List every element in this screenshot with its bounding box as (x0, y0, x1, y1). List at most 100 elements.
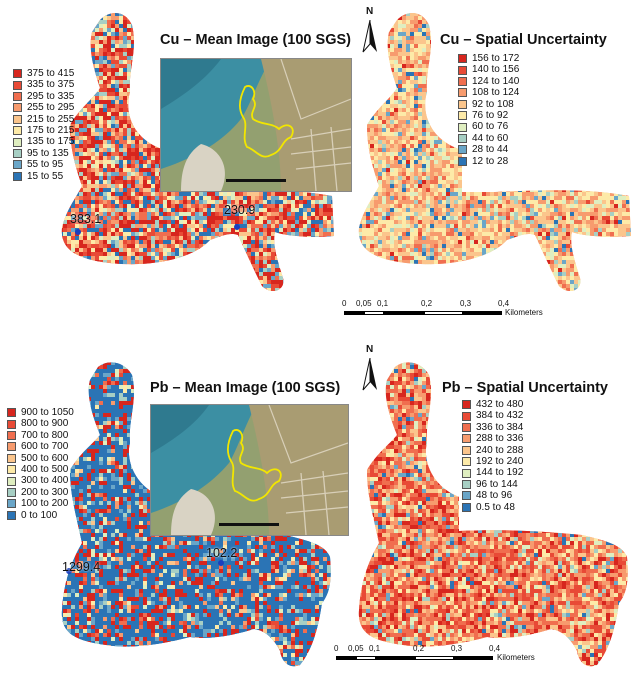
legend-label: 192 to 240 (476, 456, 523, 467)
satellite-image (161, 59, 351, 191)
pb-unc-title: Pb – Spatial Uncertainty (442, 380, 608, 396)
legend-swatch (7, 477, 16, 486)
legend-swatch (458, 145, 467, 154)
legend-label: 384 to 432 (476, 410, 523, 421)
legend-label: 48 to 96 (476, 490, 512, 501)
legend-label: 44 to 60 (472, 133, 508, 144)
legend-swatch (7, 499, 16, 508)
legend-item: 400 to 500 (7, 464, 74, 475)
legend-item: 432 to 480 (462, 399, 523, 410)
scale-tick: 0,3 (460, 299, 471, 308)
scale-tick: 0 (342, 299, 346, 308)
legend-item: 60 to 76 (458, 121, 519, 132)
legend-label: 156 to 172 (472, 53, 519, 64)
legend-swatch (458, 134, 467, 143)
legend-swatch (13, 92, 22, 101)
legend-item: 175 to 215 (13, 125, 74, 136)
scale-tick: 0,1 (377, 299, 388, 308)
legend-label: 200 to 300 (21, 487, 68, 498)
legend-item: 192 to 240 (462, 456, 523, 467)
scale-tick: 0,4 (498, 299, 509, 308)
cu-point-label-2: 230.9 (224, 203, 255, 217)
legend-swatch (13, 149, 22, 158)
legend-item: 96 to 144 (462, 479, 523, 490)
scale-tick: 0,1 (369, 644, 380, 653)
pb-sample-point-2 (218, 560, 224, 566)
scale-tick: 0 (334, 644, 338, 653)
legend-label: 215 to 255 (27, 114, 74, 125)
legend-label: 255 to 295 (27, 102, 74, 113)
legend-item: 28 to 44 (458, 144, 519, 155)
legend-item: 92 to 108 (458, 99, 519, 110)
legend-item: 135 to 175 (13, 136, 74, 147)
legend-label: 108 to 124 (472, 87, 519, 98)
legend-item: 300 to 400 (7, 475, 74, 486)
legend-swatch (458, 123, 467, 132)
legend-swatch (7, 408, 16, 417)
scale-tick: 0,2 (413, 644, 424, 653)
legend-swatch (462, 457, 471, 466)
legend-swatch (458, 100, 467, 109)
legend-item: 44 to 60 (458, 133, 519, 144)
legend-label: 375 to 415 (27, 68, 74, 79)
legend-item: 76 to 92 (458, 110, 519, 121)
legend-item: 0.5 to 48 (462, 502, 523, 513)
legend-item: 55 to 95 (13, 159, 74, 170)
legend-swatch (13, 126, 22, 135)
legend-item: 384 to 432 (462, 410, 523, 421)
legend-item: 48 to 96 (462, 490, 523, 501)
legend-label: 175 to 215 (27, 125, 74, 136)
legend-label: 92 to 108 (472, 99, 514, 110)
legend-item: 288 to 336 (462, 433, 523, 444)
legend-swatch (7, 420, 16, 429)
legend-swatch (462, 434, 471, 443)
scale-tick: 0,3 (451, 644, 462, 653)
legend-swatch (13, 172, 22, 181)
legend-swatch (462, 469, 471, 478)
legend-item: 12 to 28 (458, 156, 519, 167)
legend-label: 28 to 44 (472, 144, 508, 155)
scale-tick: 0,2 (421, 299, 432, 308)
cu-sample-point-2 (234, 224, 240, 230)
legend-swatch (462, 412, 471, 421)
legend-item: 900 to 1050 (7, 407, 74, 418)
legend-swatch (7, 454, 16, 463)
legend-label: 60 to 76 (472, 121, 508, 132)
legend-swatch (13, 81, 22, 90)
north-arrow-top: N (362, 20, 378, 54)
legend-swatch (7, 488, 16, 497)
legend-swatch (458, 88, 467, 97)
cu-sample-point-1 (75, 229, 81, 235)
scale-unit: Kilometers (497, 653, 535, 662)
pb-mean-title: Pb – Mean Image (100 SGS) (150, 380, 340, 396)
legend-swatch (13, 160, 22, 169)
legend-label: 0 to 100 (21, 510, 57, 521)
legend-item: 124 to 140 (458, 76, 519, 87)
legend-label: 500 to 600 (21, 453, 68, 464)
cu-location-inset (160, 58, 352, 192)
legend-swatch (458, 77, 467, 86)
north-label: N (366, 6, 373, 17)
legend-label: 96 to 144 (476, 479, 518, 490)
legend-label: 76 to 92 (472, 110, 508, 121)
legend-label: 400 to 500 (21, 464, 68, 475)
legend-swatch (13, 103, 22, 112)
cu-point-label-1: 383.1 (70, 212, 101, 226)
legend-label: 55 to 95 (27, 159, 63, 170)
legend-swatch (458, 157, 467, 166)
legend-item: 295 to 335 (13, 91, 74, 102)
legend-swatch (458, 54, 467, 63)
pb-point-label-2: 102.2 (206, 546, 237, 560)
legend-swatch (462, 400, 471, 409)
north-arrow-icon (362, 358, 378, 392)
satellite-image (151, 405, 348, 535)
legend-label: 336 to 384 (476, 422, 523, 433)
legend-swatch (462, 423, 471, 432)
legend-label: 600 to 700 (21, 441, 68, 452)
legend-label: 288 to 336 (476, 433, 523, 444)
legend-item: 108 to 124 (458, 87, 519, 98)
legend-item: 500 to 600 (7, 453, 74, 464)
